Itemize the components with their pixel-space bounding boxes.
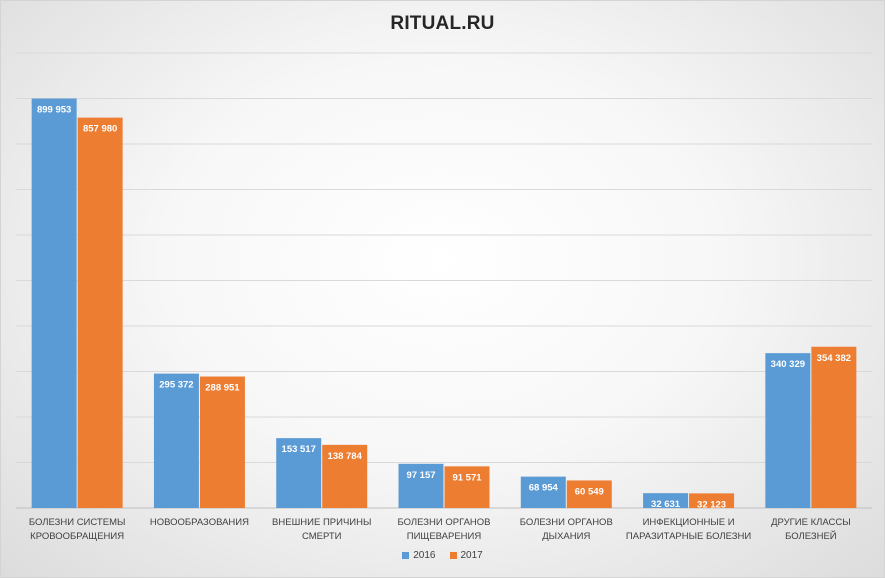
data-label: 340 329 [771, 359, 805, 370]
bar-2017 [811, 346, 857, 508]
bar-2017 [199, 376, 245, 508]
data-label: 91 571 [452, 472, 482, 483]
legend-swatch-2016 [402, 552, 410, 559]
legend: 2016 2017 [0, 550, 885, 561]
bar-2016 [398, 463, 444, 508]
category-label: БОЛЕЗНИ ОРГАНОВ [398, 517, 491, 528]
data-label: 295 372 [159, 380, 193, 391]
bar-2017 [566, 480, 612, 508]
data-label: 153 517 [282, 444, 316, 455]
category-label: БОЛЕЗНЕЙ [785, 530, 837, 542]
bar-2017 [77, 117, 123, 508]
category-label: ВНЕШНИЕ ПРИЧИНЫ [272, 517, 371, 528]
bar-2016 [765, 353, 811, 508]
legend-swatch-2017 [449, 552, 457, 559]
category-label: ПИЩЕВАРЕНИЯ [407, 531, 482, 542]
bar-2016 [153, 373, 199, 508]
data-label: 68 954 [529, 483, 559, 494]
data-label: 32 631 [651, 499, 681, 510]
data-label: 138 784 [328, 451, 363, 462]
bar-2017 [444, 466, 490, 508]
bar-2016 [276, 438, 322, 508]
category-label: БОЛЕЗНИ ОРГАНОВ [520, 517, 613, 528]
legend-item-2017: 2017 [449, 550, 483, 561]
chart-title: RITUAL.RU [390, 13, 495, 34]
data-label: 354 382 [817, 353, 851, 364]
legend-label-2017: 2017 [460, 550, 483, 561]
legend-item-2016: 2016 [402, 550, 436, 561]
category-label: ПАРАЗИТАРНЫЕ БОЛЕЗНИ [626, 531, 751, 542]
bar-2017 [322, 444, 368, 508]
bar-2016 [643, 493, 689, 508]
bar-2017 [689, 493, 735, 508]
data-label: 899 953 [37, 105, 71, 116]
category-label: НОВООБРАЗОВАНИЯ [150, 517, 249, 528]
category-label: ДРУГИЕ КЛАССЫ [771, 517, 851, 528]
legend-label-2016: 2016 [413, 550, 436, 561]
data-label: 32 123 [697, 499, 726, 510]
bar-2016 [520, 476, 566, 508]
category-label: СМЕРТИ [302, 531, 342, 542]
category-label: КРОВООБРАЩЕНИЯ [30, 531, 124, 542]
category-label: ДЫХАНИЯ [542, 531, 590, 542]
data-label: 60 549 [575, 486, 604, 497]
data-label: 288 951 [205, 383, 240, 394]
data-label: 857 980 [83, 124, 117, 135]
data-label: 97 157 [406, 470, 435, 481]
category-label: БОЛЕЗНИ СИСТЕМЫ [29, 517, 126, 528]
bar-2016 [31, 98, 77, 508]
category-label: ИНФЕКЦИОННЫЕ И [643, 517, 735, 528]
